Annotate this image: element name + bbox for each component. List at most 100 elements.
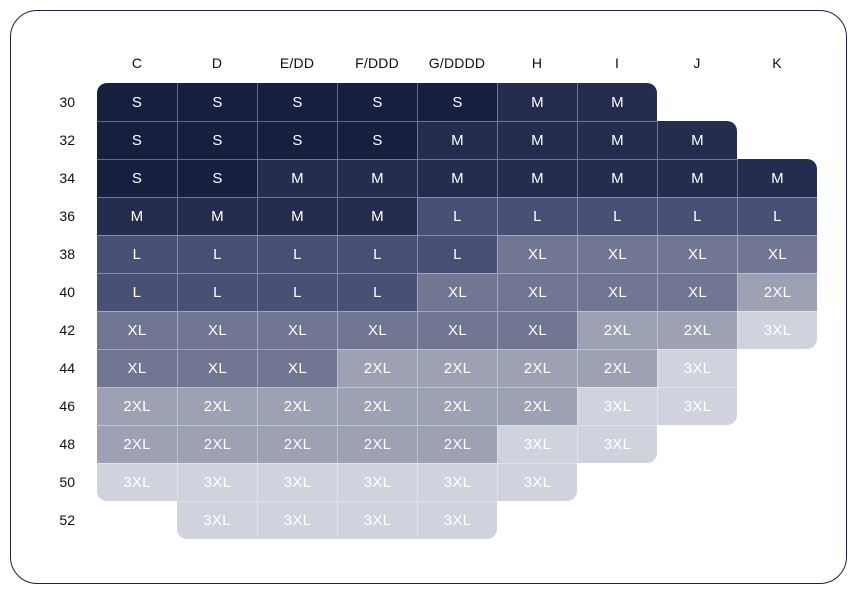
size-cell: 2XL (337, 425, 417, 463)
size-cell: XL (417, 273, 497, 311)
column-header-h: H (531, 54, 543, 71)
corner-spacer (10, 42, 97, 83)
size-cell: S (97, 121, 177, 159)
size-cell: L (417, 197, 497, 235)
size-cell: 2XL (657, 311, 737, 349)
size-cell: XL (657, 235, 737, 273)
row-label-44: 44 (59, 360, 75, 376)
size-cell: 2XL (97, 387, 177, 425)
size-cell: L (257, 273, 337, 311)
size-cell: S (97, 159, 177, 197)
column-header-c: C (131, 54, 143, 71)
size-cell: 2XL (497, 349, 577, 387)
size-cell: L (177, 235, 257, 273)
size-cell: M (577, 121, 657, 159)
column-header-i: I (614, 54, 620, 71)
size-cell: XL (497, 273, 577, 311)
size-cell: 2XL (337, 387, 417, 425)
size-cell: L (737, 197, 817, 235)
empty-cell (737, 425, 817, 463)
size-cell: 2XL (257, 425, 337, 463)
column-header-d: D (211, 54, 223, 71)
empty-cell (657, 501, 737, 539)
row-label-50: 50 (59, 474, 75, 490)
size-cell: 2XL (97, 425, 177, 463)
empty-cell (737, 121, 817, 159)
size-cell: XL (577, 235, 657, 273)
size-cell: M (737, 159, 817, 197)
size-cell: M (337, 159, 417, 197)
size-cell: M (577, 83, 657, 121)
size-chart-grid: C D E/DD F/DDD G/DDDD H I J K 30 S S S S S M M 32 S S S S M M M M… (10, 42, 817, 539)
size-cell: M (257, 159, 337, 197)
size-cell: M (657, 159, 737, 197)
size-cell: 2XL (177, 387, 257, 425)
size-cell: 3XL (497, 425, 577, 463)
size-cell: M (497, 121, 577, 159)
row-label-30: 30 (59, 94, 75, 110)
size-cell: 3XL (97, 463, 177, 501)
empty-cell (657, 83, 737, 121)
size-cell: 2XL (417, 387, 497, 425)
size-cell: 3XL (177, 463, 257, 501)
column-header-k: K (772, 54, 782, 71)
size-cell: 3XL (577, 425, 657, 463)
size-cell: L (497, 197, 577, 235)
column-header-g-dddd: G/DDDD (428, 54, 486, 71)
size-cell: 3XL (657, 349, 737, 387)
size-cell: S (257, 83, 337, 121)
size-cell: L (337, 273, 417, 311)
size-cell: M (257, 197, 337, 235)
size-cell: 3XL (577, 387, 657, 425)
size-cell: XL (257, 311, 337, 349)
size-cell: L (337, 235, 417, 273)
size-cell: 2XL (417, 425, 497, 463)
size-cell: 2XL (337, 349, 417, 387)
empty-cell (737, 349, 817, 387)
empty-cell (657, 463, 737, 501)
size-cell: S (257, 121, 337, 159)
size-cell: 2XL (257, 387, 337, 425)
size-cell: XL (657, 273, 737, 311)
empty-cell (737, 501, 817, 539)
row-label-40: 40 (59, 284, 75, 300)
empty-cell (97, 501, 177, 539)
empty-cell (577, 501, 657, 539)
size-cell: M (417, 121, 497, 159)
row-label-36: 36 (59, 208, 75, 224)
size-cell: S (177, 121, 257, 159)
size-cell: 2XL (577, 349, 657, 387)
size-cell: XL (497, 235, 577, 273)
size-cell: XL (257, 349, 337, 387)
size-cell: 3XL (497, 463, 577, 501)
empty-cell (737, 387, 817, 425)
size-cell: M (417, 159, 497, 197)
size-cell: M (577, 159, 657, 197)
size-cell: S (177, 159, 257, 197)
size-cell: 3XL (657, 387, 737, 425)
size-cell: XL (737, 235, 817, 273)
size-cell: L (417, 235, 497, 273)
size-cell: 2XL (177, 425, 257, 463)
size-cell: 3XL (177, 501, 257, 539)
empty-cell (737, 463, 817, 501)
size-cell: L (97, 273, 177, 311)
size-cell: S (177, 83, 257, 121)
size-cell: M (497, 159, 577, 197)
size-cell: M (497, 83, 577, 121)
size-cell: S (97, 83, 177, 121)
empty-cell (737, 83, 817, 121)
size-cell: XL (97, 349, 177, 387)
size-cell: M (657, 121, 737, 159)
size-cell: XL (177, 311, 257, 349)
size-cell: XL (177, 349, 257, 387)
size-cell: 2XL (577, 311, 657, 349)
size-cell: L (257, 235, 337, 273)
size-cell: L (577, 197, 657, 235)
row-label-42: 42 (59, 322, 75, 338)
size-cell: 3XL (257, 501, 337, 539)
size-cell: XL (417, 311, 497, 349)
empty-cell (577, 463, 657, 501)
empty-cell (657, 425, 737, 463)
size-cell: 3XL (737, 311, 817, 349)
